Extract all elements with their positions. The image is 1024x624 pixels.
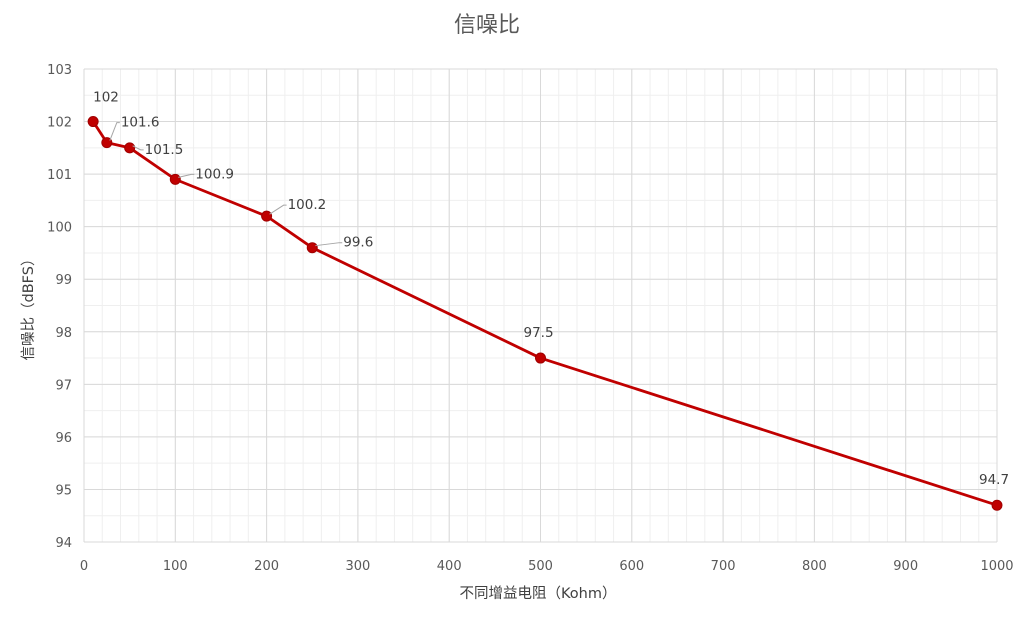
x-tick-label: 400	[437, 559, 462, 574]
y-axis-tick-labels: 94 95 96 97 98 99 100 101 102 103	[47, 63, 72, 551]
data-point	[101, 137, 113, 149]
y-tick-label: 103	[47, 63, 72, 78]
y-axis-title: 信噪比（dBFS）	[20, 252, 37, 361]
data-label: 100.2	[288, 197, 327, 213]
chart-title: 信噪比	[454, 13, 520, 38]
data-label: 94.7	[979, 472, 1009, 488]
data-label: 100.9	[195, 166, 234, 182]
y-tick-label: 101	[47, 168, 72, 183]
y-tick-label: 99	[55, 273, 72, 288]
data-label-leader	[315, 242, 343, 247]
data-label-leader	[109, 122, 120, 141]
data-point	[306, 242, 318, 254]
data-point	[124, 142, 136, 154]
x-tick-label: 100	[163, 559, 188, 574]
major-gridlines	[83, 68, 998, 543]
data-label-leader	[269, 204, 287, 215]
y-tick-label: 98	[55, 326, 72, 341]
data-label-leader	[178, 173, 195, 178]
data-point	[991, 499, 1003, 511]
data-label: 102	[93, 90, 119, 106]
x-tick-label: 500	[528, 559, 553, 574]
x-tick-label: 900	[893, 559, 918, 574]
x-tick-label: 1000	[980, 559, 1013, 574]
x-tick-label: 800	[802, 559, 827, 574]
x-tick-label: 200	[254, 559, 279, 574]
x-tick-label: 600	[619, 559, 644, 574]
data-label: 101.6	[121, 115, 160, 131]
data-point	[261, 210, 273, 222]
x-axis-tick-labels: 0 100 200 300 400 500 600 700 800 900 1000	[80, 559, 1014, 574]
series-group	[87, 116, 1003, 511]
y-tick-label: 95	[55, 483, 72, 498]
data-label: 101.5	[145, 142, 184, 158]
data-point	[87, 116, 99, 128]
x-tick-label: 0	[80, 559, 88, 574]
x-tick-label: 700	[711, 559, 736, 574]
y-tick-label: 102	[47, 116, 72, 131]
data-point	[169, 173, 181, 185]
data-point	[535, 352, 546, 364]
y-tick-label: 97	[55, 378, 72, 393]
data-label: 97.5	[524, 325, 554, 341]
data-label-leader	[132, 145, 144, 151]
y-tick-label: 94	[55, 536, 72, 551]
x-axis-title: 不同增益电阻（Kohm）	[460, 585, 617, 602]
x-tick-label: 300	[345, 559, 370, 574]
data-label: 99.6	[343, 235, 373, 251]
y-tick-label: 100	[47, 221, 72, 236]
y-tick-label: 96	[55, 431, 72, 446]
